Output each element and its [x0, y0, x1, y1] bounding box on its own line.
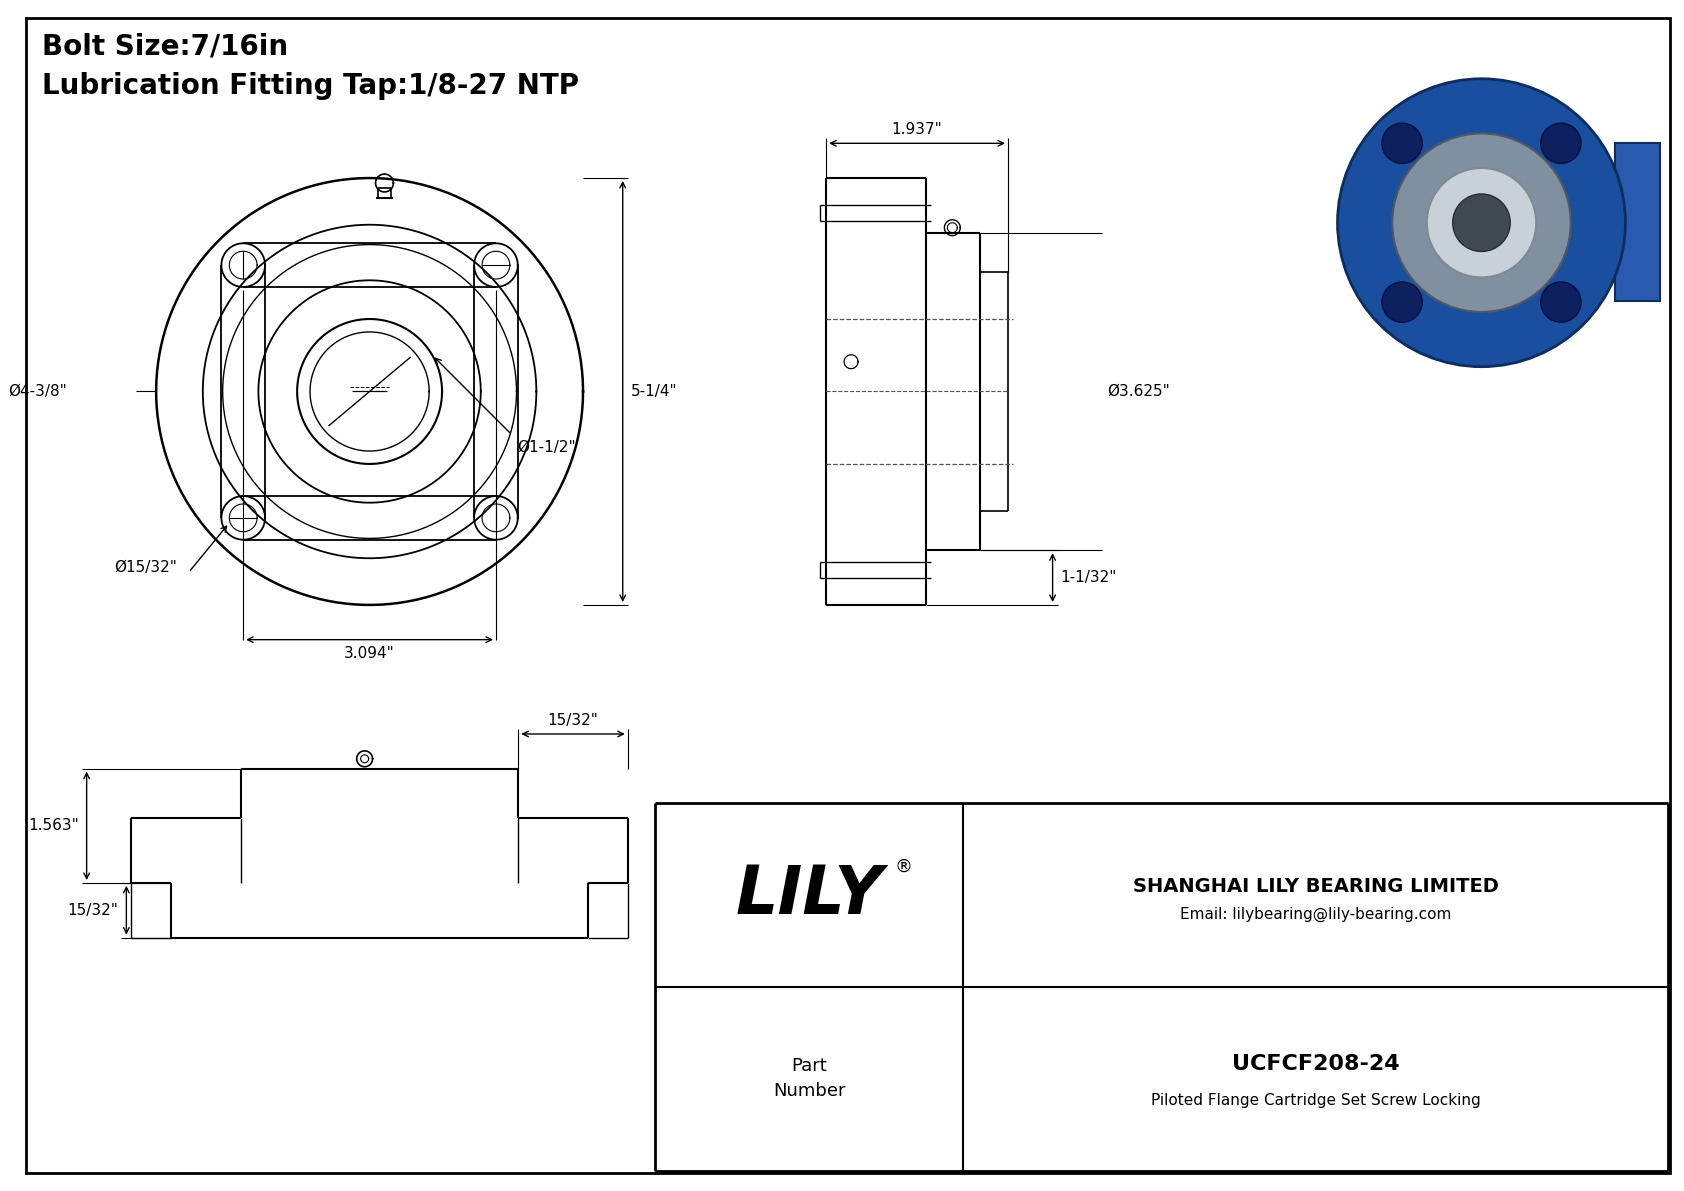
Text: ®: ® — [894, 858, 913, 877]
Circle shape — [1541, 123, 1581, 163]
Circle shape — [1426, 168, 1536, 278]
Text: Ø3.625": Ø3.625" — [1106, 384, 1170, 399]
Text: LILY: LILY — [736, 862, 882, 928]
Text: 1.937": 1.937" — [893, 121, 943, 137]
Text: Ø15/32": Ø15/32" — [115, 560, 177, 575]
Circle shape — [1453, 194, 1511, 251]
Text: 15/32": 15/32" — [547, 712, 598, 728]
Circle shape — [1383, 123, 1423, 163]
Text: Ø1-1/2": Ø1-1/2" — [517, 439, 576, 455]
Text: Email: lilybearing@lily-bearing.com: Email: lilybearing@lily-bearing.com — [1180, 908, 1452, 922]
Circle shape — [1383, 282, 1423, 323]
Circle shape — [1541, 282, 1581, 323]
Circle shape — [1337, 79, 1625, 367]
Circle shape — [1393, 133, 1571, 312]
Text: Bolt Size:7/16in: Bolt Size:7/16in — [42, 32, 288, 60]
Text: Piloted Flange Cartridge Set Screw Locking: Piloted Flange Cartridge Set Screw Locki… — [1150, 1093, 1480, 1108]
Text: 5-1/4": 5-1/4" — [632, 384, 677, 399]
Text: 15/32": 15/32" — [67, 903, 118, 918]
Text: 3.094": 3.094" — [344, 646, 396, 661]
Text: Ø4-3/8": Ø4-3/8" — [8, 384, 67, 399]
Text: Part
Number: Part Number — [773, 1056, 845, 1100]
Text: SHANGHAI LILY BEARING LIMITED: SHANGHAI LILY BEARING LIMITED — [1133, 878, 1499, 897]
Bar — [1615, 143, 1660, 301]
Text: 1.563": 1.563" — [29, 818, 79, 834]
Text: 1-1/32": 1-1/32" — [1061, 570, 1116, 585]
Text: UCFCF208-24: UCFCF208-24 — [1233, 1054, 1399, 1073]
Text: Lubrication Fitting Tap:1/8-27 NTP: Lubrication Fitting Tap:1/8-27 NTP — [42, 71, 579, 100]
